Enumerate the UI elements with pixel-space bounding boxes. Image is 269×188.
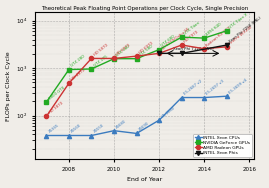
Text: HD 7970: HD 7970 [183,30,199,44]
Text: Xeon Phi 7250 (KNL): Xeon Phi 7250 (KNL) [228,16,262,44]
Text: HD 6970: HD 6970 [138,41,154,55]
Title: Theoretical Peak Floating Point Operations per Clock Cycle, Single Precision: Theoretical Peak Floating Point Operatio… [41,6,248,11]
Text: Radeon R9 290: Radeon R9 290 [206,26,232,47]
Text: Xeon Phi 7120 (KNC): Xeon Phi 7120 (KNC) [173,47,213,51]
Text: 8800 GTX: 8800 GTX [48,86,65,101]
Text: GTX Titan X: GTX Titan X [228,12,249,29]
Text: GTX 580: GTX 580 [115,44,131,57]
Text: E5-2697 v3: E5-2697 v3 [206,79,225,96]
Text: GTX 680: GTX 680 [161,35,176,48]
Text: X5690: X5690 [138,121,150,132]
Text: HD 7770/Oahu 26: HD 7770/Oahu 26 [161,27,190,52]
Text: X5550: X5550 [93,123,105,134]
Text: GTX 285: GTX 285 [93,54,108,67]
Text: GTX 580: GTX 580 [138,44,154,57]
Y-axis label: FLOPs per Clock Cycle: FLOPs per Clock Cycle [6,51,10,121]
Text: E5-3699 v4: E5-3699 v4 [228,78,248,95]
Text: GTX Titan: GTX Titan [183,21,200,36]
Text: X5560: X5560 [70,123,82,134]
Legend: INTEL Xeon CPUs, NVIDIA GeForce GPUs, AMD Radeon GPUs, INTEL Xeon Phis: INTEL Xeon CPUs, NVIDIA GeForce GPUs, AM… [193,134,252,157]
X-axis label: End of Year: End of Year [127,177,162,182]
Text: HD 4870: HD 4870 [70,68,86,82]
Text: FirePro W9100: FirePro W9100 [228,25,253,45]
Text: X5680: X5680 [115,118,128,129]
Text: 4896 K40: 4896 K40 [206,22,223,37]
Text: HD 3870: HD 3870 [48,101,64,115]
Text: HD 6870: HD 6870 [115,43,131,57]
Text: X5365: X5365 [48,123,60,134]
Text: E5-2687 v2: E5-2687 v2 [183,79,203,96]
Text: HD 5870: HD 5870 [93,43,109,57]
Text: C5-2680: C5-2680 [161,105,176,119]
Text: GTX 280: GTX 280 [70,55,86,68]
